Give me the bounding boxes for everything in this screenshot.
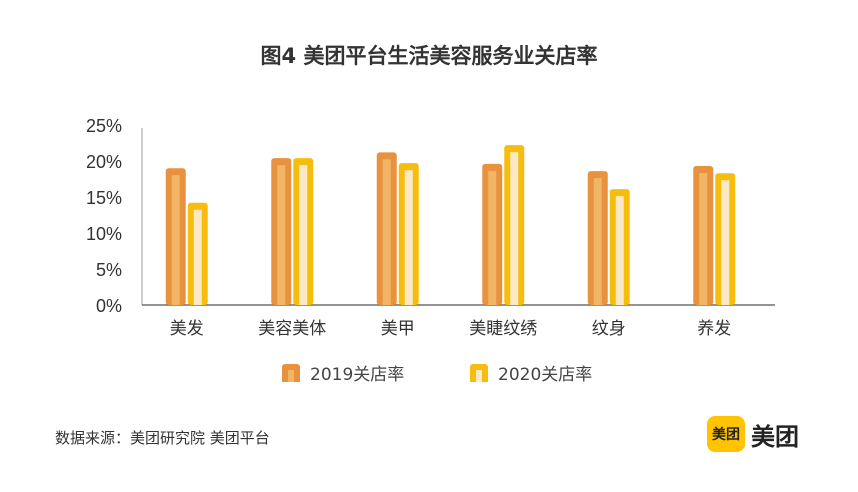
bar-inner-2019关店率 [171, 175, 180, 305]
x-tick-label: 美甲 [381, 319, 415, 339]
x-tick-label: 美发 [170, 319, 204, 339]
x-tick-label: 美容美体 [258, 319, 326, 339]
chart-title: 图4 美团平台生活美容服务业关店率 [260, 44, 598, 68]
x-tick-label: 纹身 [592, 319, 626, 339]
legend-swatch-2019 [282, 363, 300, 382]
bar-inner-2020关店率 [615, 196, 624, 305]
legend-item-2019: 2019关店率 [282, 360, 404, 385]
bar-inner-2019关店率 [699, 173, 708, 305]
bar-inner-2019关店率 [277, 165, 286, 305]
bar-inner-2019关店率 [488, 170, 497, 305]
y-tick-label: 0% [96, 296, 122, 316]
bar-inner-2019关店率 [382, 159, 391, 305]
bar-inner-2020关店率 [510, 152, 519, 305]
legend-label-2019: 2019关店率 [310, 365, 405, 385]
meituan-logo: 美团 美团 [707, 416, 799, 452]
bar-inner-2020关店率 [404, 170, 413, 305]
x-tick-label: 美睫纹绣 [469, 319, 537, 339]
logo-text: 美团 [751, 422, 799, 451]
logo-badge: 美团 [707, 416, 745, 452]
y-tick-label: 20% [86, 152, 122, 172]
bar-inner-2019关店率 [593, 178, 602, 305]
legend-item-2020: 2020关店率 [470, 360, 592, 385]
y-tick-label: 25% [86, 116, 122, 136]
legend-swatch-2020 [470, 363, 488, 382]
x-tick-label: 养发 [697, 319, 731, 339]
y-tick-label: 15% [86, 188, 122, 208]
y-tick-label: 5% [96, 260, 122, 280]
legend-label-2020: 2020关店率 [498, 365, 593, 385]
bar-inner-2020关店率 [721, 180, 730, 305]
bar-inner-2020关店率 [299, 165, 308, 305]
source-note: 数据来源：美团研究院 美团平台 [55, 429, 270, 447]
y-tick-label: 10% [86, 224, 122, 244]
bar-inner-2020关店率 [193, 209, 202, 305]
